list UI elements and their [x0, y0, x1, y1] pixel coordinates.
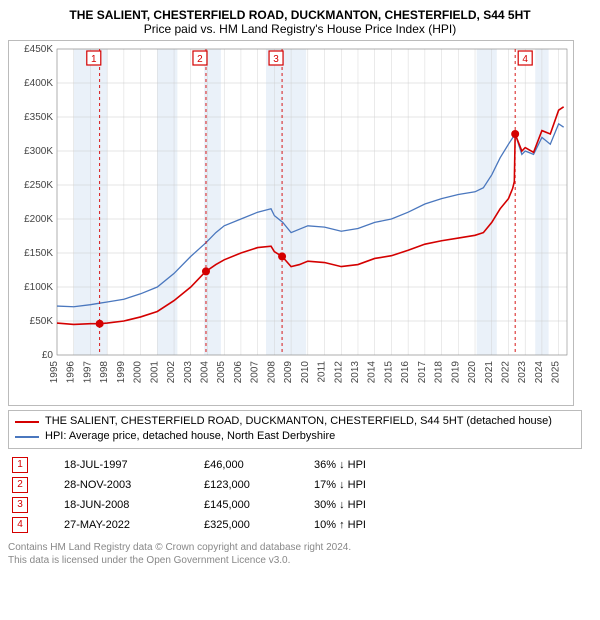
svg-text:2015: 2015	[383, 361, 394, 384]
tx-delta: 30% ↓ HPI	[314, 499, 424, 511]
svg-text:2002: 2002	[166, 361, 177, 384]
legend-label-2: HPI: Average price, detached house, Nort…	[45, 429, 335, 444]
svg-text:2024: 2024	[534, 361, 545, 384]
svg-text:2025: 2025	[551, 361, 562, 384]
legend: THE SALIENT, CHESTERFIELD ROAD, DUCKMANT…	[8, 410, 582, 449]
svg-text:1999: 1999	[116, 361, 127, 384]
svg-text:2012: 2012	[333, 361, 344, 384]
legend-swatch-1	[15, 421, 39, 423]
table-row: 2 28-NOV-2003£123,00017% ↓ HPI	[8, 475, 568, 495]
legend-row-2: HPI: Average price, detached house, Nort…	[15, 429, 575, 444]
marker-box: 2	[12, 477, 28, 493]
footer: Contains HM Land Registry data © Crown c…	[8, 541, 592, 567]
svg-text:£150K: £150K	[24, 248, 53, 259]
svg-text:2013: 2013	[350, 361, 361, 384]
svg-text:2009: 2009	[283, 361, 294, 384]
svg-text:2014: 2014	[367, 361, 378, 384]
svg-text:1997: 1997	[82, 361, 93, 384]
svg-text:2019: 2019	[450, 361, 461, 384]
svg-text:1996: 1996	[66, 361, 77, 384]
svg-text:2008: 2008	[266, 361, 277, 384]
svg-text:2: 2	[197, 54, 203, 65]
tx-date: 18-JUN-2008	[64, 499, 204, 511]
svg-text:2018: 2018	[434, 361, 445, 384]
svg-text:1998: 1998	[99, 361, 110, 384]
svg-text:2000: 2000	[133, 361, 144, 384]
marker-box: 1	[12, 457, 28, 473]
table-row: 3 18-JUN-2008£145,00030% ↓ HPI	[8, 495, 568, 515]
chart-title: THE SALIENT, CHESTERFIELD ROAD, DUCKMANT…	[8, 8, 592, 22]
svg-text:2022: 2022	[500, 361, 511, 384]
svg-text:2017: 2017	[417, 361, 428, 384]
svg-text:1: 1	[91, 54, 97, 65]
svg-text:3: 3	[273, 54, 279, 65]
svg-text:£250K: £250K	[24, 180, 53, 191]
svg-text:4: 4	[522, 54, 528, 65]
marker-box: 4	[12, 517, 28, 533]
tx-date: 18-JUL-1997	[64, 459, 204, 471]
svg-text:£350K: £350K	[24, 112, 53, 123]
svg-text:£200K: £200K	[24, 214, 53, 225]
svg-text:2005: 2005	[216, 361, 227, 384]
svg-text:2021: 2021	[484, 361, 495, 384]
svg-text:£450K: £450K	[24, 44, 53, 55]
svg-text:£300K: £300K	[24, 146, 53, 157]
legend-swatch-2	[15, 436, 39, 438]
legend-label-1: THE SALIENT, CHESTERFIELD ROAD, DUCKMANT…	[45, 414, 552, 429]
footer-line-2: This data is licensed under the Open Gov…	[8, 555, 290, 566]
svg-text:2020: 2020	[467, 361, 478, 384]
legend-row-1: THE SALIENT, CHESTERFIELD ROAD, DUCKMANT…	[15, 414, 575, 429]
tx-price: £325,000	[204, 519, 314, 531]
svg-text:2010: 2010	[300, 361, 311, 384]
svg-text:£50K: £50K	[30, 316, 54, 327]
tx-price: £123,000	[204, 479, 314, 491]
svg-text:2016: 2016	[400, 361, 411, 384]
tx-delta: 10% ↑ HPI	[314, 519, 424, 531]
svg-text:2007: 2007	[250, 361, 261, 384]
tx-delta: 17% ↓ HPI	[314, 479, 424, 491]
svg-text:2003: 2003	[183, 361, 194, 384]
footer-line-1: Contains HM Land Registry data © Crown c…	[8, 542, 351, 553]
transactions-table: 1 18-JUL-1997£46,00036% ↓ HPI 2 28-NOV-2003…	[8, 455, 568, 535]
marker-box: 3	[12, 497, 28, 513]
tx-date: 27-MAY-2022	[64, 519, 204, 531]
tx-delta: 36% ↓ HPI	[314, 459, 424, 471]
tx-price: £145,000	[204, 499, 314, 511]
svg-text:2001: 2001	[149, 361, 160, 384]
chart-subtitle: Price paid vs. HM Land Registry's House …	[8, 22, 592, 36]
svg-text:2004: 2004	[199, 361, 210, 384]
svg-text:£400K: £400K	[24, 78, 53, 89]
svg-text:£100K: £100K	[24, 282, 53, 293]
table-row: 4 27-MAY-2022£325,00010% ↑ HPI	[8, 515, 568, 535]
svg-text:£0: £0	[42, 350, 54, 361]
chart-svg: £0 £50K £100K £150K £200K £250K £300K £350K £400…	[11, 43, 571, 403]
svg-text:2006: 2006	[233, 361, 244, 384]
svg-text:2023: 2023	[517, 361, 528, 384]
svg-text:1995: 1995	[49, 361, 60, 384]
table-row: 1 18-JUL-1997£46,00036% ↓ HPI	[8, 455, 568, 475]
tx-date: 28-NOV-2003	[64, 479, 204, 491]
chart-area: £0 £50K £100K £150K £200K £250K £300K £350K £400…	[8, 40, 574, 406]
tx-price: £46,000	[204, 459, 314, 471]
svg-text:2011: 2011	[317, 361, 328, 383]
